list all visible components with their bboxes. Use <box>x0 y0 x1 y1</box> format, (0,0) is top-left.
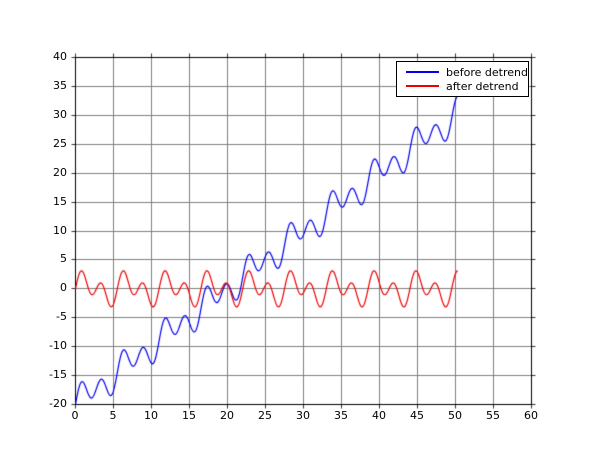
y-tick-label: 35 <box>53 78 67 92</box>
y-tick-label: -5 <box>56 310 67 324</box>
x-tick-label: 15 <box>182 409 196 422</box>
x-tick-label: 60 <box>524 409 538 422</box>
legend-line-icon <box>406 85 439 87</box>
x-tick-label: 10 <box>144 409 158 422</box>
y-tick-label: 25 <box>53 136 67 150</box>
x-tick-label: 35 <box>334 409 348 422</box>
x-tick-label: 5 <box>109 409 117 422</box>
x-tick-label: 55 <box>486 409 500 422</box>
x-tick-label: 0 <box>71 409 79 422</box>
y-tick-label: 15 <box>53 194 67 208</box>
y-tick-label: 5 <box>60 252 67 266</box>
x-tick-label: 30 <box>296 409 310 422</box>
y-tick-label: 40 <box>53 50 67 63</box>
y-tick-label: 30 <box>53 107 67 121</box>
x-tick-label: 40 <box>372 409 386 422</box>
legend-label: before detrend <box>446 65 528 79</box>
y-tick-label: 0 <box>60 281 67 295</box>
y-tick-label: -20 <box>49 397 67 410</box>
x-tick-label: 20 <box>220 409 234 422</box>
legend-label: after detrend <box>446 79 519 93</box>
y-tick-label: -15 <box>49 368 67 382</box>
y-tick-label: 10 <box>53 223 67 237</box>
x-tick-label: 45 <box>410 409 424 422</box>
x-tick-label: 50 <box>448 409 462 422</box>
x-tick-label: 25 <box>258 409 272 422</box>
y-tick-label: 20 <box>53 165 67 179</box>
legend-line-icon <box>406 71 439 73</box>
legend-entry: after detrend <box>397 80 528 93</box>
legend-entry: before detrend <box>397 66 528 79</box>
y-tick-label: -10 <box>49 339 67 353</box>
legend: before detrend after detrend <box>396 61 529 97</box>
